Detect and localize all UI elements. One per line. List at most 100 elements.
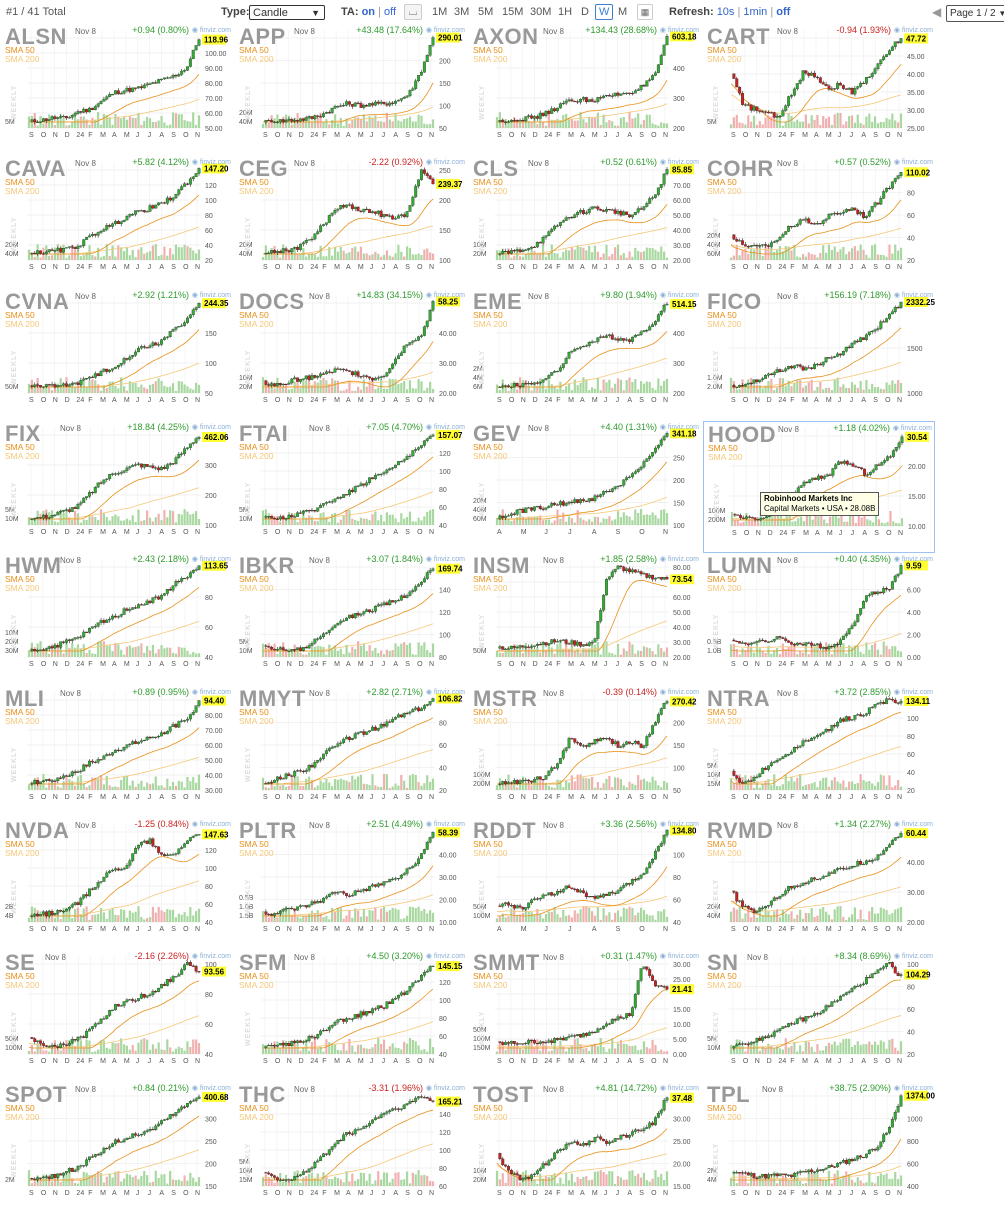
tf-3m[interactable]: 3M	[454, 0, 469, 24]
refresh-10s-link[interactable]: 10s	[717, 6, 735, 18]
volume-bar	[288, 252, 290, 260]
volume-bar	[623, 390, 625, 393]
volume-bar	[28, 250, 30, 260]
volume-bar	[123, 251, 125, 260]
candle	[513, 383, 516, 387]
bar-style-icon[interactable]: ⌴	[404, 4, 422, 20]
volume-bar	[528, 385, 530, 393]
volume-bar	[317, 382, 319, 393]
candle	[68, 384, 71, 386]
candle	[741, 643, 744, 644]
volume-bar	[279, 258, 281, 260]
candle	[522, 250, 525, 252]
candle	[334, 106, 337, 108]
volume-bar	[417, 782, 419, 790]
volume-bar	[863, 516, 865, 526]
ta-on-link[interactable]: on	[362, 6, 375, 18]
tf-m[interactable]: M	[618, 0, 627, 24]
candle	[881, 462, 884, 465]
candle	[533, 646, 536, 647]
volume-bar	[135, 522, 137, 525]
candle	[605, 580, 608, 596]
ta-off-link[interactable]: off	[384, 6, 396, 18]
chart-type-select[interactable]: Candle▼	[249, 5, 325, 20]
volume-bar	[643, 383, 645, 392]
candle	[65, 383, 68, 386]
calendar-icon[interactable]: ▦	[637, 4, 653, 20]
page-select[interactable]: Page 1 / 2 ▼	[946, 5, 1004, 22]
volume-bar	[790, 251, 792, 260]
candle	[859, 609, 862, 615]
volume-bar	[348, 782, 350, 790]
tf-5m[interactable]: 5M	[478, 0, 493, 24]
x-tick-label: M	[124, 132, 130, 139]
y-tick-label: 120	[439, 610, 451, 617]
volume-bar	[374, 648, 376, 657]
volume-bar	[299, 653, 301, 657]
candle	[316, 508, 319, 512]
volume-bar	[331, 514, 333, 525]
candle	[525, 647, 528, 648]
y-tick-label: 50	[439, 126, 447, 133]
refresh-1min-link[interactable]: 1min	[743, 6, 767, 18]
tf-1m[interactable]: 1M	[432, 0, 447, 24]
x-tick-label: 24	[76, 264, 84, 271]
refresh-off-link[interactable]: off	[776, 6, 790, 18]
tf-15m[interactable]: 15M	[502, 0, 523, 24]
price-change: -0.94 (1.93%)	[836, 25, 891, 35]
volume-bar	[189, 388, 191, 392]
volume-bar	[851, 249, 853, 261]
candle	[634, 213, 637, 216]
candle	[273, 780, 276, 782]
x-tick-label: M	[358, 132, 364, 139]
volume-bar	[183, 509, 185, 525]
tf-30m[interactable]: 30M	[530, 0, 551, 24]
candle	[859, 337, 862, 341]
prev-page-icon[interactable]: ◀	[932, 0, 941, 24]
volume-bar	[750, 250, 752, 261]
volume-bar	[750, 647, 752, 657]
volume-bar	[117, 644, 119, 657]
candle	[172, 586, 175, 591]
candle	[48, 517, 51, 518]
tf-d[interactable]: D	[581, 0, 589, 24]
volume-bar	[57, 383, 59, 392]
tf-w[interactable]: W	[595, 4, 613, 20]
volume-bar	[74, 387, 76, 392]
candle	[833, 89, 836, 90]
volume-bar	[111, 651, 113, 657]
tf-1h[interactable]: 1H	[558, 0, 572, 24]
x-tick-label: A	[580, 397, 585, 404]
volume-bar	[392, 257, 394, 260]
volume-bar	[412, 521, 414, 525]
candle	[342, 206, 345, 208]
weekly-watermark: WEEKLY	[713, 614, 720, 649]
x-tick-label: D	[533, 661, 538, 668]
candle	[591, 498, 594, 500]
volume-bar	[166, 778, 168, 789]
volume-bar	[320, 380, 322, 393]
candle	[814, 478, 817, 480]
